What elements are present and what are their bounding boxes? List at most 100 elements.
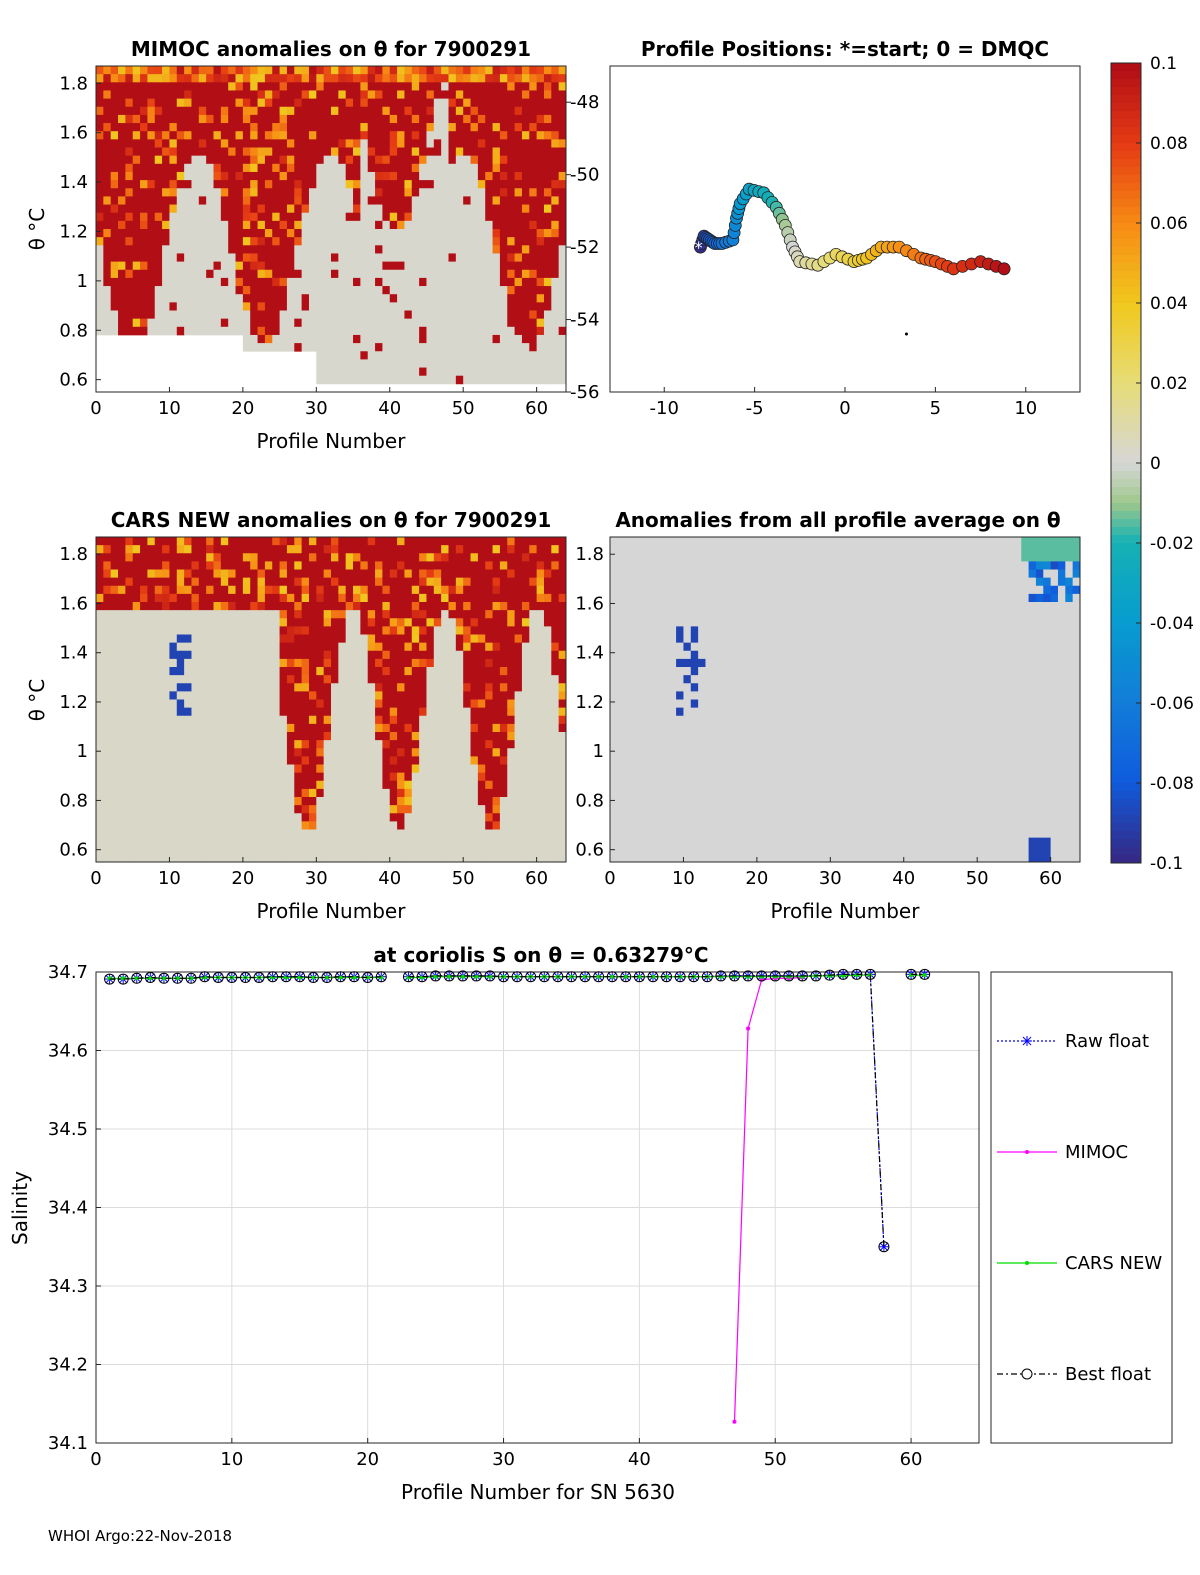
- heatmap-cell: [331, 642, 339, 652]
- heatmap-cell: [235, 707, 244, 717]
- heatmap-cell: [507, 220, 515, 230]
- heatmap-cell: [220, 171, 229, 181]
- heatmap-cell: [198, 171, 207, 181]
- heatmap-cell: [154, 147, 163, 157]
- heatmap-cell: [147, 155, 156, 165]
- heatmap-cell: [521, 748, 530, 757]
- heatmap-cell: [308, 553, 317, 562]
- heatmap-cell: [220, 715, 229, 725]
- heatmap-cell: [272, 294, 280, 303]
- heatmap-cell: [110, 626, 119, 635]
- heatmap-cell: [250, 277, 258, 287]
- heatmap-cell: [455, 805, 464, 814]
- heatmap-cell: [206, 277, 214, 287]
- heatmap-cell: [279, 269, 288, 279]
- heatmap-cell: [206, 253, 214, 262]
- heatmap-cell: [499, 699, 508, 709]
- heatmap-cell: [286, 667, 295, 676]
- heatmap-cell: [308, 821, 317, 830]
- heatmap-cell: [367, 764, 376, 774]
- heatmap-cell: [169, 569, 178, 579]
- heatmap-cell: [162, 204, 170, 214]
- heatmap-cell: [558, 302, 567, 311]
- heatmap-cell: [426, 171, 435, 181]
- heatmap-cell: [191, 123, 200, 132]
- heatmap-cell: [507, 171, 515, 181]
- heatmap-cell: [485, 74, 493, 83]
- heatmap-cell: [147, 82, 156, 91]
- heatmap-cell: [176, 163, 185, 173]
- heatmap-cell: [389, 302, 398, 311]
- heatmap-cell: [389, 626, 398, 635]
- heatmap-cell: [492, 683, 501, 692]
- heatmap-cell: [125, 577, 134, 587]
- heatmap-cell: [551, 253, 560, 262]
- heatmap-cell: [397, 310, 405, 320]
- heatmap-cell: [286, 106, 295, 116]
- heatmap-cell: [367, 318, 376, 328]
- heatmap-cell: [514, 90, 523, 99]
- heatmap-cell: [235, 772, 244, 782]
- heatmap-cell: [389, 602, 398, 611]
- heatmap-cell: [118, 732, 126, 741]
- heatmap-cell: [345, 780, 354, 790]
- heatmap-cell: [411, 764, 420, 774]
- heatmap-cell: [191, 180, 200, 189]
- heatmap-cell: [543, 66, 552, 75]
- heatmap-cell: [140, 123, 148, 132]
- colorbar-step: [1111, 655, 1141, 664]
- heatmap-cell: [176, 667, 185, 676]
- heatmap-cell: [228, 245, 236, 254]
- heatmap-cell: [521, 675, 530, 684]
- heatmap-cell: [485, 626, 493, 635]
- heatmap-cell: [375, 772, 383, 782]
- colorbar-step: [1111, 495, 1141, 504]
- heatmap-cell: [140, 748, 148, 757]
- heatmap-cell: [96, 780, 104, 790]
- heatmap-cell: [477, 561, 486, 570]
- heatmap-cell: [514, 294, 523, 303]
- heatmap-cell: [353, 74, 361, 83]
- heatmap-cell: [536, 351, 545, 360]
- heatmap-cell: [463, 788, 471, 798]
- heatmap-cell: [154, 229, 163, 238]
- heatmap-cell: [220, 691, 229, 700]
- heatmap-cell: [154, 98, 163, 108]
- heatmap-cell: [162, 163, 170, 173]
- heatmap-cell: [191, 253, 200, 262]
- heatmap-cell: [521, 715, 530, 725]
- heatmap-cell: [404, 699, 413, 709]
- heatmap-cell: [404, 780, 413, 790]
- heatmap-cell: [250, 180, 258, 189]
- heatmap-cell: [470, 642, 479, 652]
- heatmap-cell: [257, 569, 266, 579]
- heatmap-cell: [404, 805, 413, 814]
- heatmap-cell: [426, 286, 435, 295]
- heatmap-cell: [375, 229, 383, 238]
- heatmap-cell: [521, 204, 530, 214]
- heatmap-cell: [463, 123, 471, 132]
- heatmap-cell: [492, 691, 501, 700]
- heatmap-cell: [162, 813, 170, 822]
- heatmap-cell: [235, 764, 244, 774]
- heatmap-cell: [176, 707, 185, 717]
- heatmap-cell: [206, 675, 214, 684]
- heatmap-cell: [441, 585, 449, 595]
- heatmap-cell: [140, 707, 148, 717]
- heatmap-cell: [147, 302, 156, 311]
- heatmap-cell: [235, 780, 244, 790]
- heatmap-cell: [499, 748, 508, 757]
- heatmap-cell: [492, 764, 501, 774]
- heatmap-cell: [375, 343, 383, 352]
- colorbar-step: [1111, 239, 1141, 248]
- heatmap-cell: [521, 610, 530, 619]
- heatmap-cell: [316, 212, 325, 222]
- heatmap-cell: [448, 723, 457, 733]
- heatmap-cell: [169, 853, 178, 863]
- heatmap-cell: [279, 845, 288, 855]
- heatmap-cell: [184, 593, 192, 603]
- heatmap-cell: [470, 123, 479, 132]
- heatmap-cell: [140, 772, 148, 782]
- heatmap-cell: [345, 269, 354, 279]
- heatmap-cell: [404, 310, 413, 320]
